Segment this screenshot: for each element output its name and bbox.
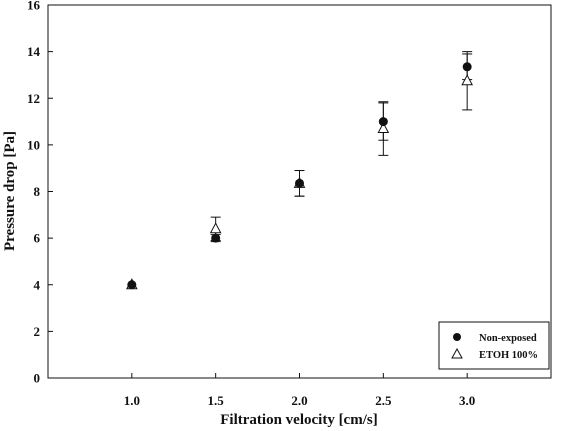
legend-marker-non-exposed [453,333,461,341]
data-point-non-exposed [462,62,472,72]
x-tick-label: 2.5 [375,393,392,408]
y-tick-label: 2 [34,324,41,339]
data-point-non-exposed [127,280,137,290]
data-point-non-exposed [211,233,221,243]
x-axis-title: Filtration velocity [cm/s] [220,412,377,428]
legend-label-non-exposed: Non-exposed [479,333,537,344]
y-tick-label: 16 [27,0,41,13]
y-tick-label: 4 [34,277,41,292]
y-tick-label: 14 [27,44,41,59]
y-tick-label: 8 [34,184,41,199]
data-point-etoh [461,74,473,86]
x-tick-label: 2.0 [291,393,307,408]
x-tick-label: 3.0 [459,393,475,408]
data-point-non-exposed [295,178,304,188]
legend-box [438,321,550,370]
y-tick-label: 6 [34,231,41,246]
axis-ticks: 1.0 1.5 2.0 2.5 3.0 0 2 4 6 8 10 12 14 16 [27,0,475,408]
x-tick-label: 1.0 [124,393,140,408]
x-tick-label: 1.5 [208,393,225,408]
data-point-etoh [209,222,222,234]
data-markers [126,62,473,290]
y-tick-label: 12 [27,91,40,106]
y-tick-label: 0 [34,371,41,386]
data-point-non-exposed [378,117,388,127]
error-bars [210,51,473,243]
legend-label-etoh: ETOH 100% [479,350,538,361]
y-axis-title: Pressure drop [Pa] [2,131,18,251]
y-tick-label: 10 [27,137,40,152]
legend-marker-etoh [451,347,463,359]
data-point-etoh [377,121,390,134]
legend: Non-exposed ETOH 100% [438,321,550,370]
